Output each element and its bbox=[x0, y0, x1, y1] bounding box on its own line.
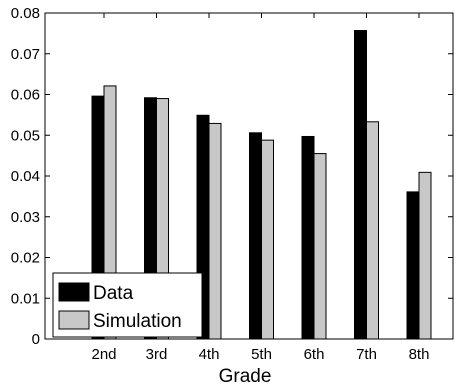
bar-simulation bbox=[366, 121, 379, 340]
x-tick-label: 7th bbox=[356, 346, 377, 363]
y-tick-label: 0.02 bbox=[11, 250, 40, 267]
legend: Data Simulation bbox=[52, 272, 203, 338]
x-axis-label: Grade bbox=[219, 366, 272, 387]
bar-data bbox=[249, 132, 262, 340]
x-tick-label: 8th bbox=[409, 346, 430, 363]
legend-label-data: Data bbox=[93, 283, 134, 304]
y-tick-label: 0.08 bbox=[11, 5, 40, 22]
x-tick-label: 2nd bbox=[91, 346, 116, 363]
x-axis: 2nd 3rd 4th 5th 6th 7th 8th bbox=[91, 13, 429, 363]
bar-simulation bbox=[313, 153, 327, 340]
legend-swatch-simulation bbox=[58, 310, 90, 330]
bar-simulation bbox=[418, 171, 432, 340]
y-tick-label: 0.07 bbox=[11, 46, 40, 63]
y-tick-label: 0.03 bbox=[11, 209, 40, 226]
bar-data bbox=[301, 135, 315, 340]
x-tick-label: 6th bbox=[304, 346, 325, 363]
y-tick-label: 0.04 bbox=[11, 168, 40, 185]
bar-data bbox=[354, 30, 367, 340]
x-tick-label: 3rd bbox=[146, 346, 168, 363]
legend-swatch-data bbox=[58, 282, 90, 302]
x-tick-label: 5th bbox=[251, 346, 272, 363]
bar-data bbox=[406, 191, 420, 340]
y-tick-label: 0.05 bbox=[11, 127, 40, 144]
y-tick-label: 0.06 bbox=[11, 87, 40, 104]
bar-simulation bbox=[261, 139, 274, 340]
y-tick-label: 0.01 bbox=[11, 290, 40, 307]
y-axis: 0 0.01 0.02 0.03 0.04 0.05 0.06 0.07 0.08 bbox=[11, 5, 453, 348]
x-tick-label: 4th bbox=[199, 346, 220, 363]
bar-simulation bbox=[208, 122, 222, 340]
legend-label-simulation: Simulation bbox=[93, 311, 182, 332]
y-tick-label: 0 bbox=[32, 331, 40, 348]
